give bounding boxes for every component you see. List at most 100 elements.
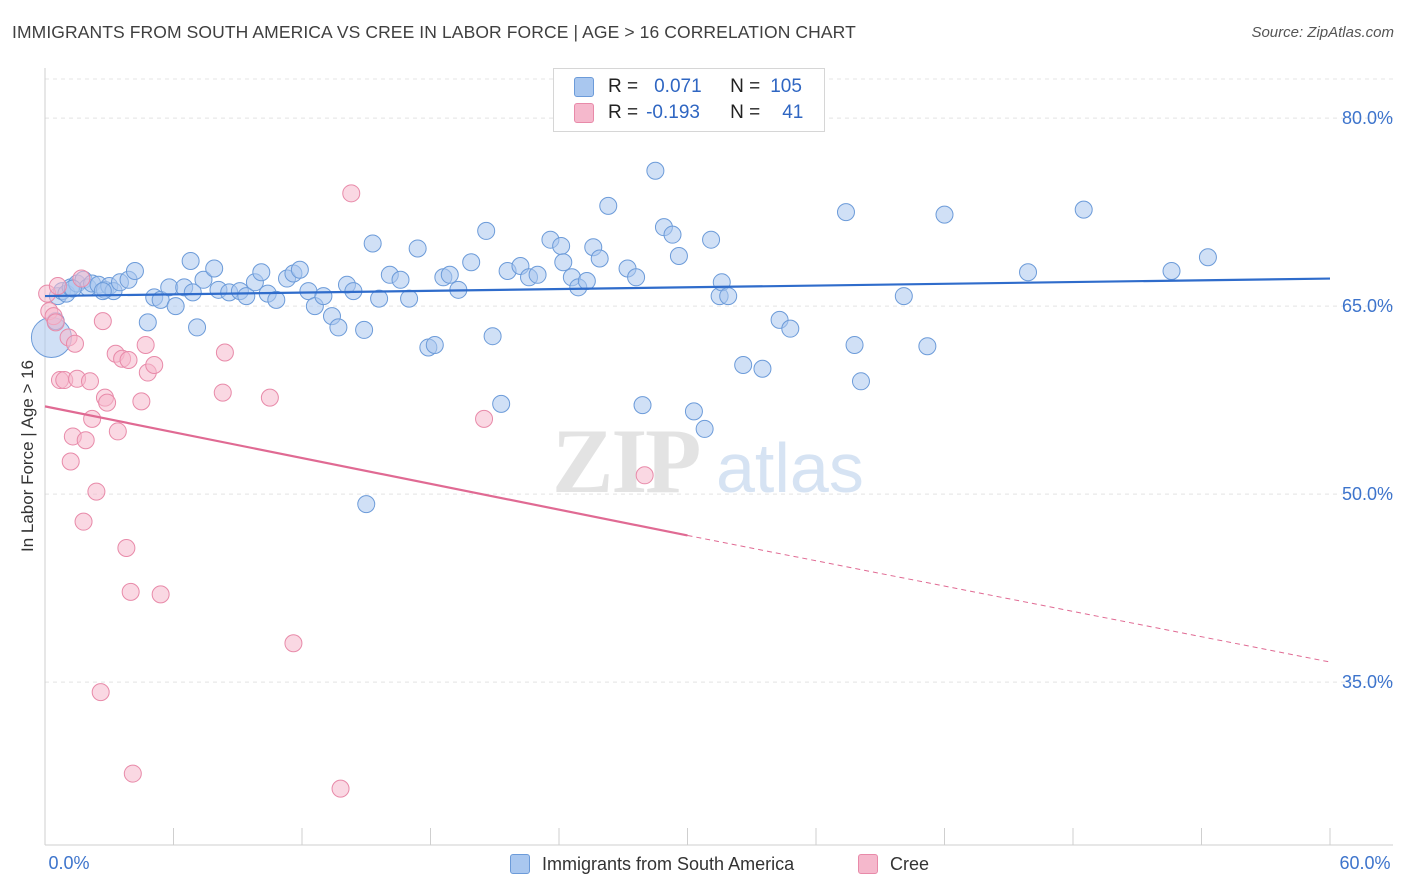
point-south-america <box>492 394 511 413</box>
x-tick-label-max: 60.0% <box>1339 853 1390 873</box>
point-south-america <box>166 297 185 316</box>
y-tick-label: 65.0% <box>1342 296 1393 316</box>
point-south-america <box>719 287 738 306</box>
point-south-america <box>483 327 502 346</box>
bottom-legend-cree: Cree <box>858 852 929 876</box>
x-tick-label-min: 0.0% <box>48 853 89 873</box>
point-south-america <box>734 356 753 375</box>
point-south-america <box>663 225 682 244</box>
point-cree <box>98 393 117 412</box>
point-cree <box>93 312 112 331</box>
point-south-america <box>684 402 703 421</box>
point-south-america <box>552 236 571 255</box>
point-south-america <box>252 263 271 282</box>
source-label: Source: ZipAtlas.com <box>1251 24 1394 41</box>
point-south-america <box>894 287 913 306</box>
legend-swatch-pink <box>574 103 594 123</box>
point-south-america <box>590 249 609 268</box>
legend-n-value: 41 <box>782 102 804 123</box>
point-south-america <box>633 396 652 415</box>
point-south-america <box>845 335 864 354</box>
point-cree <box>65 334 84 353</box>
watermark-atlas: atlas <box>716 429 864 507</box>
point-south-america <box>93 282 112 301</box>
point-south-america <box>425 335 444 354</box>
point-south-america <box>781 319 800 338</box>
point-south-america <box>753 359 772 378</box>
trend-line-cree-extension <box>687 534 1331 663</box>
legend: R = 0.071 N = 105 R = -0.193 N = 41 <box>553 68 825 132</box>
point-cree <box>260 388 279 407</box>
bottom-legend-label: Immigrants from South America <box>542 853 795 874</box>
legend-row-cree: R = -0.193 N = 41 <box>574 101 803 125</box>
y-tick-label: 35.0% <box>1342 672 1393 692</box>
point-south-america <box>400 289 419 308</box>
point-south-america <box>702 230 721 249</box>
point-cree <box>83 409 102 428</box>
point-south-america <box>440 265 459 284</box>
legend-r-label: R = <box>608 102 639 123</box>
point-south-america <box>237 287 256 306</box>
point-cree <box>151 585 170 604</box>
point-south-america <box>1198 248 1217 267</box>
legend-r-label: R = <box>608 76 639 97</box>
point-south-america <box>1074 200 1093 219</box>
legend-row-south-america: R = 0.071 N = 105 <box>574 75 802 99</box>
point-cree <box>635 466 654 485</box>
point-south-america <box>183 283 202 302</box>
trend-line-cree <box>44 405 688 537</box>
point-cree <box>61 452 80 471</box>
bottom-legend-swatch-pink <box>858 854 878 874</box>
point-cree <box>80 372 99 391</box>
point-south-america <box>935 205 954 224</box>
point-cree <box>331 779 350 798</box>
point-south-america <box>188 318 207 337</box>
point-south-america <box>290 260 309 279</box>
point-cree <box>123 764 142 783</box>
point-south-america <box>1162 262 1181 281</box>
point-south-america <box>314 287 333 306</box>
point-south-america <box>627 268 646 287</box>
point-south-america <box>357 495 376 514</box>
point-south-america <box>267 290 286 309</box>
point-cree <box>119 351 138 370</box>
point-cree <box>108 422 127 441</box>
bottom-legend-swatch-blue <box>510 854 530 874</box>
legend-r-value: 0.071 <box>654 76 702 97</box>
point-south-america <box>194 270 213 289</box>
bottom-legend-south-america: Immigrants from South America <box>510 852 794 876</box>
point-south-america <box>851 372 870 391</box>
point-south-america <box>669 246 688 265</box>
point-cree <box>87 482 106 501</box>
y-tick-label: 50.0% <box>1342 484 1393 504</box>
point-south-america <box>577 272 596 291</box>
point-cree <box>91 683 110 702</box>
legend-n-label: N = <box>730 102 761 123</box>
point-south-america <box>299 282 318 301</box>
point-cree <box>121 582 140 601</box>
legend-swatch-blue <box>574 77 594 97</box>
legend-n-label: N = <box>730 76 761 97</box>
point-cree <box>213 383 232 402</box>
point-south-america <box>391 270 410 289</box>
point-south-america <box>329 318 348 337</box>
point-south-america <box>695 419 714 438</box>
point-cree <box>48 277 67 296</box>
point-south-america <box>554 253 573 272</box>
chart-title: IMMIGRANTS FROM SOUTH AMERICA VS CREE IN… <box>12 22 856 42</box>
legend-r-value: -0.193 <box>646 102 700 123</box>
y-tick-label: 80.0% <box>1342 108 1393 128</box>
point-south-america <box>125 262 144 281</box>
point-south-america <box>477 221 496 240</box>
point-cree <box>342 184 361 203</box>
point-cree <box>76 431 95 450</box>
point-cree <box>74 512 93 531</box>
point-cree <box>284 634 303 653</box>
point-south-america <box>355 320 374 339</box>
trend-line-south-america <box>44 277 1331 298</box>
bottom-legend-label: Cree <box>890 853 930 874</box>
point-south-america <box>599 196 618 215</box>
watermark-zip: ZIP <box>552 410 699 512</box>
legend-n-value: 105 <box>770 76 802 97</box>
